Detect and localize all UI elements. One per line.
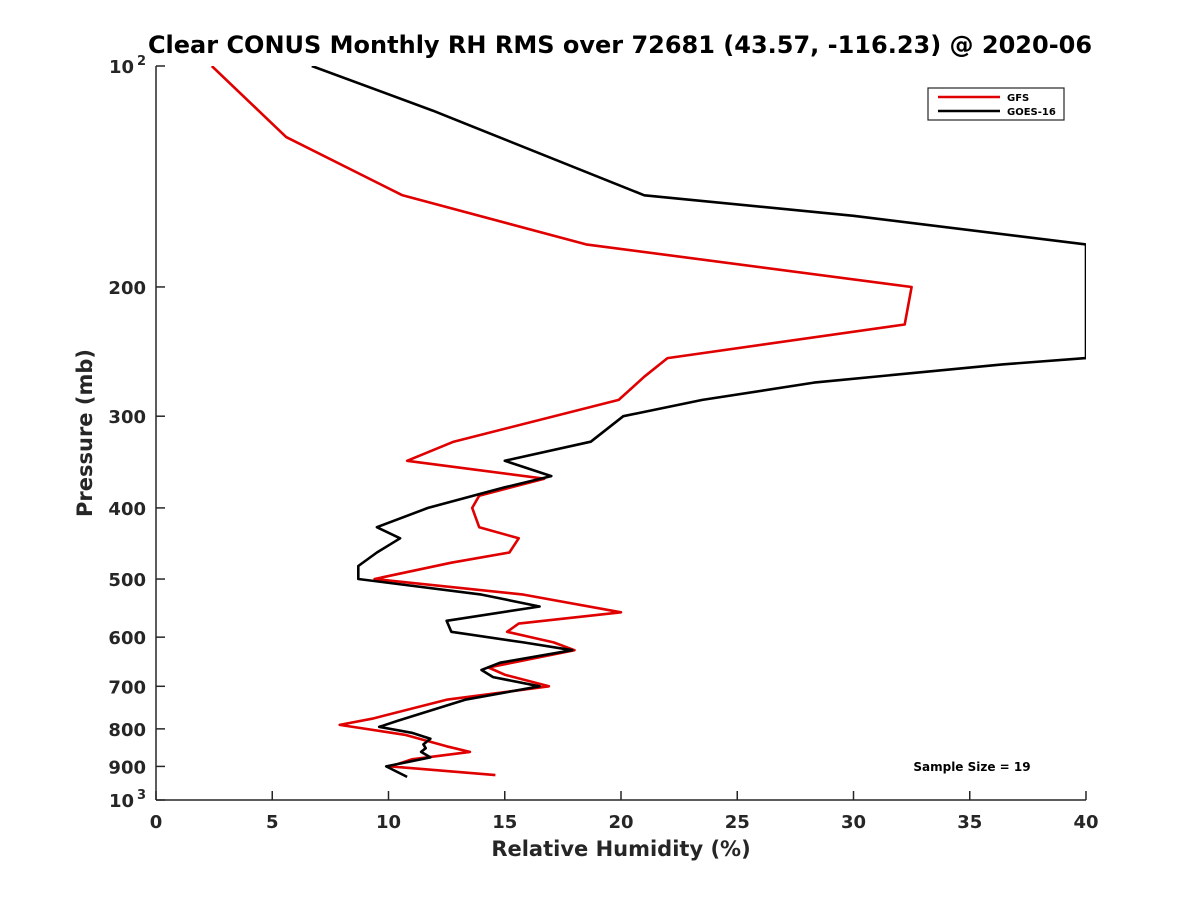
x-tick-label: 10 xyxy=(376,812,401,833)
x-tick-label: 15 xyxy=(492,812,517,833)
y-tick-label: 700 xyxy=(108,677,146,698)
x-ticks: 0 5 10 15 20 25 30 35 40 xyxy=(150,791,1099,833)
x-tick-label: 25 xyxy=(725,812,750,833)
y-tick-label: 10 xyxy=(109,791,134,812)
series-layer xyxy=(210,66,1086,779)
y-tick-label: 600 xyxy=(108,628,146,649)
series-line-goes16 xyxy=(311,66,1086,779)
y-tick-label: 300 xyxy=(108,407,146,428)
y-tick-exponent: 3 xyxy=(137,788,146,803)
legend-box xyxy=(927,87,1065,121)
y-tick-label: 800 xyxy=(108,720,146,741)
y-tick-label: 400 xyxy=(108,499,146,520)
legend: GFS GOES-16 xyxy=(927,87,1065,121)
legend-label-gfs: GFS xyxy=(1007,93,1029,104)
x-tick-label: 5 xyxy=(266,812,279,833)
y-tick-label: 900 xyxy=(108,757,146,778)
x-axis-label: Relative Humidity (%) xyxy=(491,837,750,861)
x-tick-label: 0 xyxy=(150,812,163,833)
series-line-gfs xyxy=(210,66,913,777)
legend-label-goes16: GOES-16 xyxy=(1007,107,1056,118)
x-tick-label: 40 xyxy=(1073,812,1098,833)
y-tick-label: 10 xyxy=(109,57,134,78)
x-tick-label: 30 xyxy=(841,812,866,833)
sample-size-annotation: Sample Size = 19 xyxy=(913,760,1030,774)
y-axis-label: Pressure (mb) xyxy=(73,349,97,517)
y-tick-label: 500 xyxy=(108,570,146,591)
x-tick-label: 35 xyxy=(957,812,982,833)
x-tick-label: 20 xyxy=(608,812,633,833)
y-tick-exponent: 2 xyxy=(137,54,146,69)
chart-title: Clear CONUS Monthly RH RMS over 72681 (4… xyxy=(148,31,1092,59)
plot-area xyxy=(156,66,1086,800)
y-tick-label: 200 xyxy=(108,278,146,299)
